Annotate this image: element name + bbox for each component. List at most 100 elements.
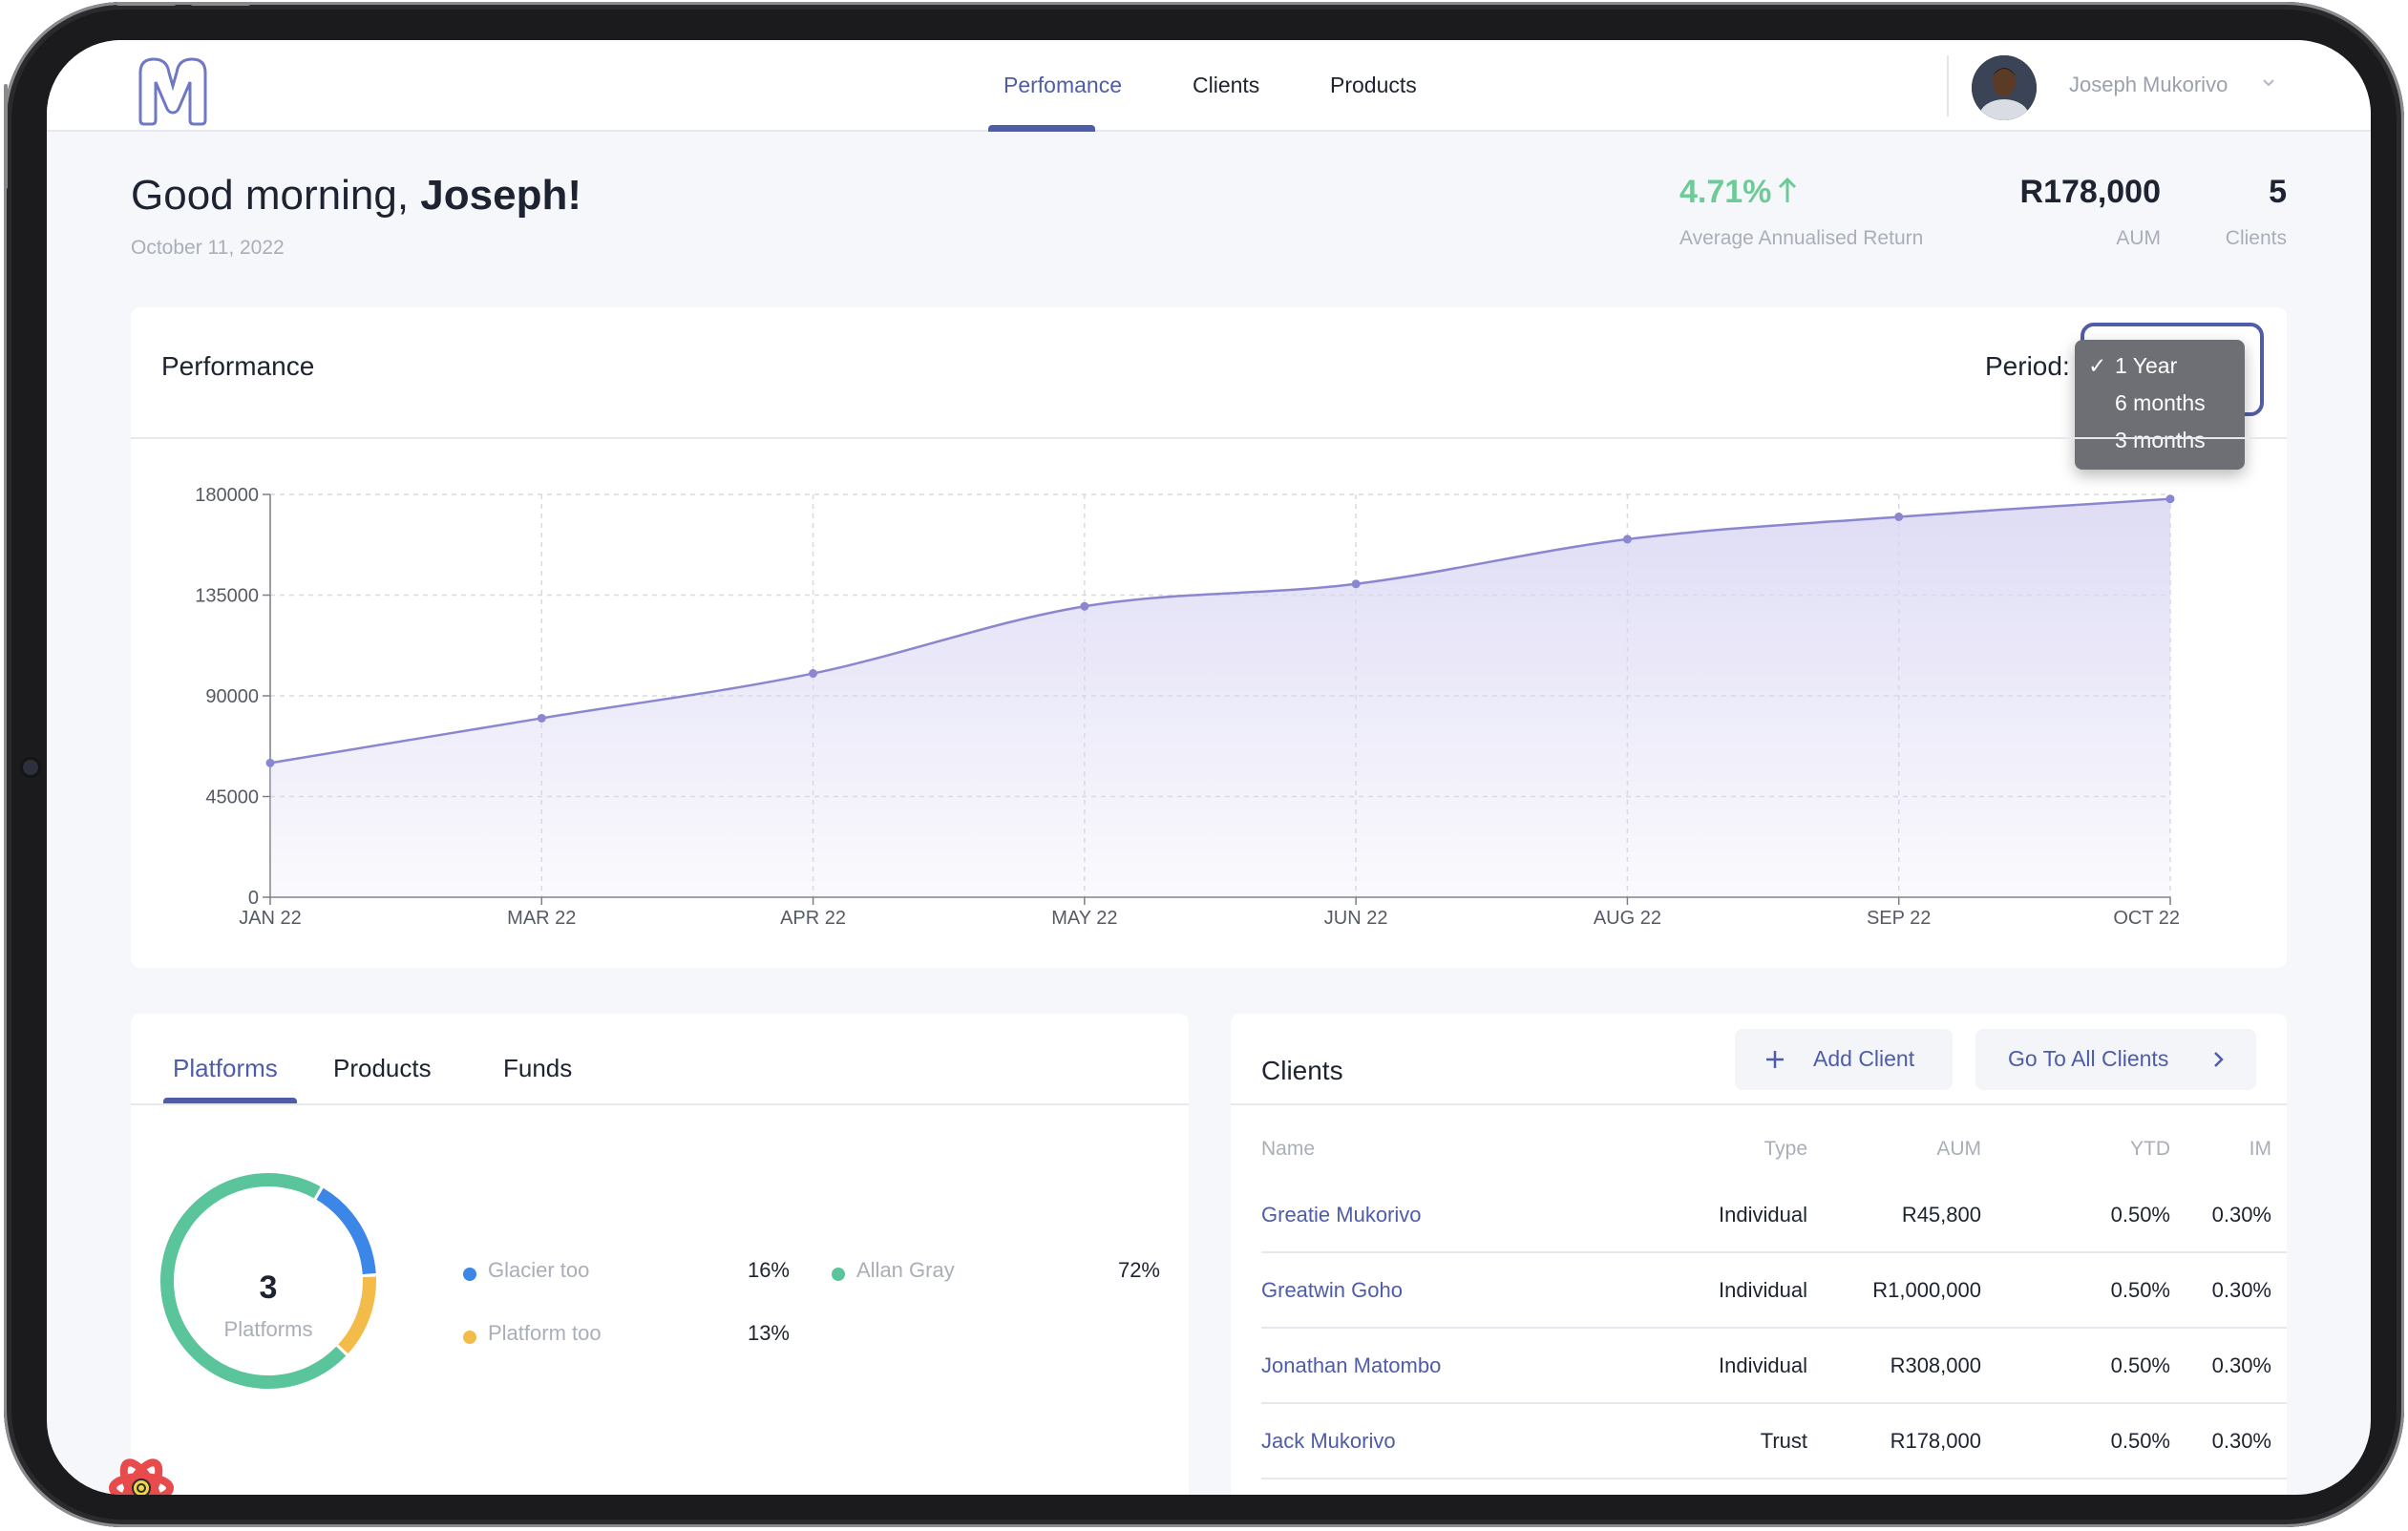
platforms-count-label: Platforms <box>223 1317 313 1341</box>
legend-name: Platform too <box>488 1321 602 1345</box>
brand-logo <box>138 57 207 126</box>
period-option-1-year[interactable]: ✓ 1 Year <box>2075 351 2245 388</box>
legend-percent: 72% <box>1117 1258 1160 1282</box>
performance-title: Performance <box>161 351 315 381</box>
column-header-aum[interactable]: AUM <box>1936 1138 1981 1160</box>
go-to-all-clients-button[interactable]: Go To All Clients <box>1975 1029 2256 1090</box>
client-im: 0.30% <box>2211 1203 2271 1227</box>
react-devtools-icon[interactable] <box>108 1455 175 1495</box>
greeting-prefix: Good morning, <box>131 172 421 219</box>
stat-clients-label: Clients <box>2225 227 2287 249</box>
table-row[interactable]: Jonathan Matombo Individual R308,000 0.5… <box>1261 1329 2287 1404</box>
client-aum: R45,800 <box>1901 1203 1981 1227</box>
y-tick-label: 0 <box>248 888 259 909</box>
header-divider <box>1947 55 1949 116</box>
client-im: 0.30% <box>2211 1353 2271 1377</box>
legend-item-platform-too: Platform too 13% <box>463 1321 790 1350</box>
check-icon: ✓ <box>2088 353 2107 378</box>
nav-tab-perfomance[interactable]: Perfomance <box>1003 73 1123 97</box>
y-tick-label: 180000 <box>195 485 259 506</box>
plus-icon <box>1766 1051 1784 1068</box>
stat-return-value: 4.71% <box>1679 174 1798 211</box>
data-point <box>809 669 818 679</box>
tab-platforms[interactable]: Platforms <box>173 1054 278 1082</box>
clients-title: Clients <box>1261 1056 1343 1085</box>
tab-funds[interactable]: Funds <box>503 1054 573 1082</box>
legend-name: Glacier too <box>488 1258 590 1282</box>
client-aum: R178,000 <box>1890 1429 1981 1453</box>
tablet-frame: Perfomance Clients Products Joseph Mukor… <box>4 2 2404 1527</box>
x-tick-label: OCT 22 <box>2113 908 2180 929</box>
period-label: Period: <box>1985 351 2070 381</box>
app-screen: Perfomance Clients Products Joseph Mukor… <box>47 40 2371 1495</box>
client-im: 0.30% <box>2211 1429 2271 1453</box>
chevron-down-icon[interactable] <box>2260 74 2277 92</box>
column-header-name[interactable]: Name <box>1261 1138 1316 1160</box>
add-client-button[interactable]: Add Client <box>1735 1029 1953 1090</box>
x-tick-label: JUN 22 <box>1324 908 1388 929</box>
y-tick-label: 45000 <box>205 787 259 808</box>
legend-percent: 13% <box>747 1321 790 1345</box>
x-tick-label: APR 22 <box>780 908 846 929</box>
nav-tab-products[interactable]: Products <box>1330 73 1417 97</box>
top-header: Perfomance Clients Products Joseph Mukor… <box>47 40 2371 132</box>
stat-clients-value: 5 <box>2269 174 2287 210</box>
legend-dot <box>832 1268 845 1281</box>
table-row[interactable]: Jack Mukorivo Trust R178,000 0.50% 0.30% <box>1261 1404 2287 1479</box>
client-aum: R1,000,000 <box>1872 1278 1981 1302</box>
period-option-3-months[interactable]: 3 months <box>2075 426 2245 463</box>
client-name[interactable]: Greatie Mukorivo <box>1261 1203 1422 1227</box>
donut-segment <box>338 1276 376 1354</box>
performance-area-chart: 0 45000 90000 135000 180000 JAN 22 MAR 22 APR 2… <box>195 485 2180 929</box>
column-header-im[interactable]: IM <box>2249 1138 2271 1160</box>
stat-aum-label: AUM <box>2116 227 2161 249</box>
stat-aum-value: R178,000 <box>2019 174 2161 210</box>
card-divider <box>1231 1103 2287 1105</box>
client-ytd: 0.50% <box>2110 1278 2170 1302</box>
legend-item-glacier-too: Glacier too 16% <box>463 1258 790 1287</box>
series-line <box>269 497 2171 765</box>
table-row[interactable]: Greatwin Goho Individual R1,000,000 0.50… <box>1261 1253 2287 1329</box>
data-point <box>1622 535 1632 544</box>
period-option-label: 1 Year <box>2115 353 2178 378</box>
legend-dot <box>463 1331 476 1344</box>
nav-tab-clients[interactable]: Clients <box>1193 73 1260 97</box>
client-name[interactable]: Jonathan Matombo <box>1261 1353 1442 1377</box>
client-name[interactable]: Greatwin Goho <box>1261 1278 1403 1302</box>
user-menu-name[interactable]: Joseph Mukorivo <box>2069 73 2228 96</box>
x-tick-label: JAN 22 <box>239 908 302 929</box>
column-header-ytd[interactable]: YTD <box>2130 1138 2170 1160</box>
period-option-6-months[interactable]: 6 months <box>2075 388 2245 426</box>
platforms-count: 3 <box>259 1269 278 1306</box>
device-button <box>116 2 176 6</box>
legend-name: Allan Gray <box>856 1258 955 1282</box>
device-button <box>191 2 250 6</box>
data-point <box>1894 512 1904 521</box>
data-point <box>1351 579 1361 589</box>
client-name[interactable]: Jack Mukorivo <box>1261 1429 1396 1453</box>
series-area <box>270 498 2170 897</box>
client-type: Trust <box>1760 1429 1807 1453</box>
data-point <box>2165 494 2175 504</box>
client-ytd: 0.50% <box>2110 1429 2170 1453</box>
x-tick-label: AUG 22 <box>1594 908 1661 929</box>
x-tick-label: MAY 22 <box>1051 908 1117 929</box>
table-row[interactable]: Greatie Mukorivo Individual R45,800 0.50… <box>1261 1178 2287 1253</box>
avatar[interactable] <box>1972 55 2037 120</box>
client-im: 0.30% <box>2211 1278 2271 1302</box>
platforms-donut-chart <box>160 1173 376 1389</box>
add-client-label: Add Client <box>1813 1046 1915 1071</box>
tab-products[interactable]: Products <box>333 1054 432 1082</box>
legend-percent: 16% <box>747 1258 790 1282</box>
client-type: Individual <box>1719 1353 1807 1377</box>
go-to-all-clients-label: Go To All Clients <box>2008 1046 2169 1071</box>
y-tick-label: 90000 <box>205 686 259 707</box>
data-point <box>537 713 546 723</box>
card-divider <box>131 1103 1189 1105</box>
stat-return-label: Average Annualised Return <box>1679 227 1924 249</box>
clients-card: Clients Add Client Go To All Clients Nam… <box>1231 1014 2287 1495</box>
active-tab-indicator <box>163 1098 297 1103</box>
legend-item-allan-gray: Allan Gray 72% <box>832 1258 1160 1287</box>
donut-segment <box>160 1173 347 1389</box>
column-header-type[interactable]: Type <box>1764 1138 1807 1160</box>
